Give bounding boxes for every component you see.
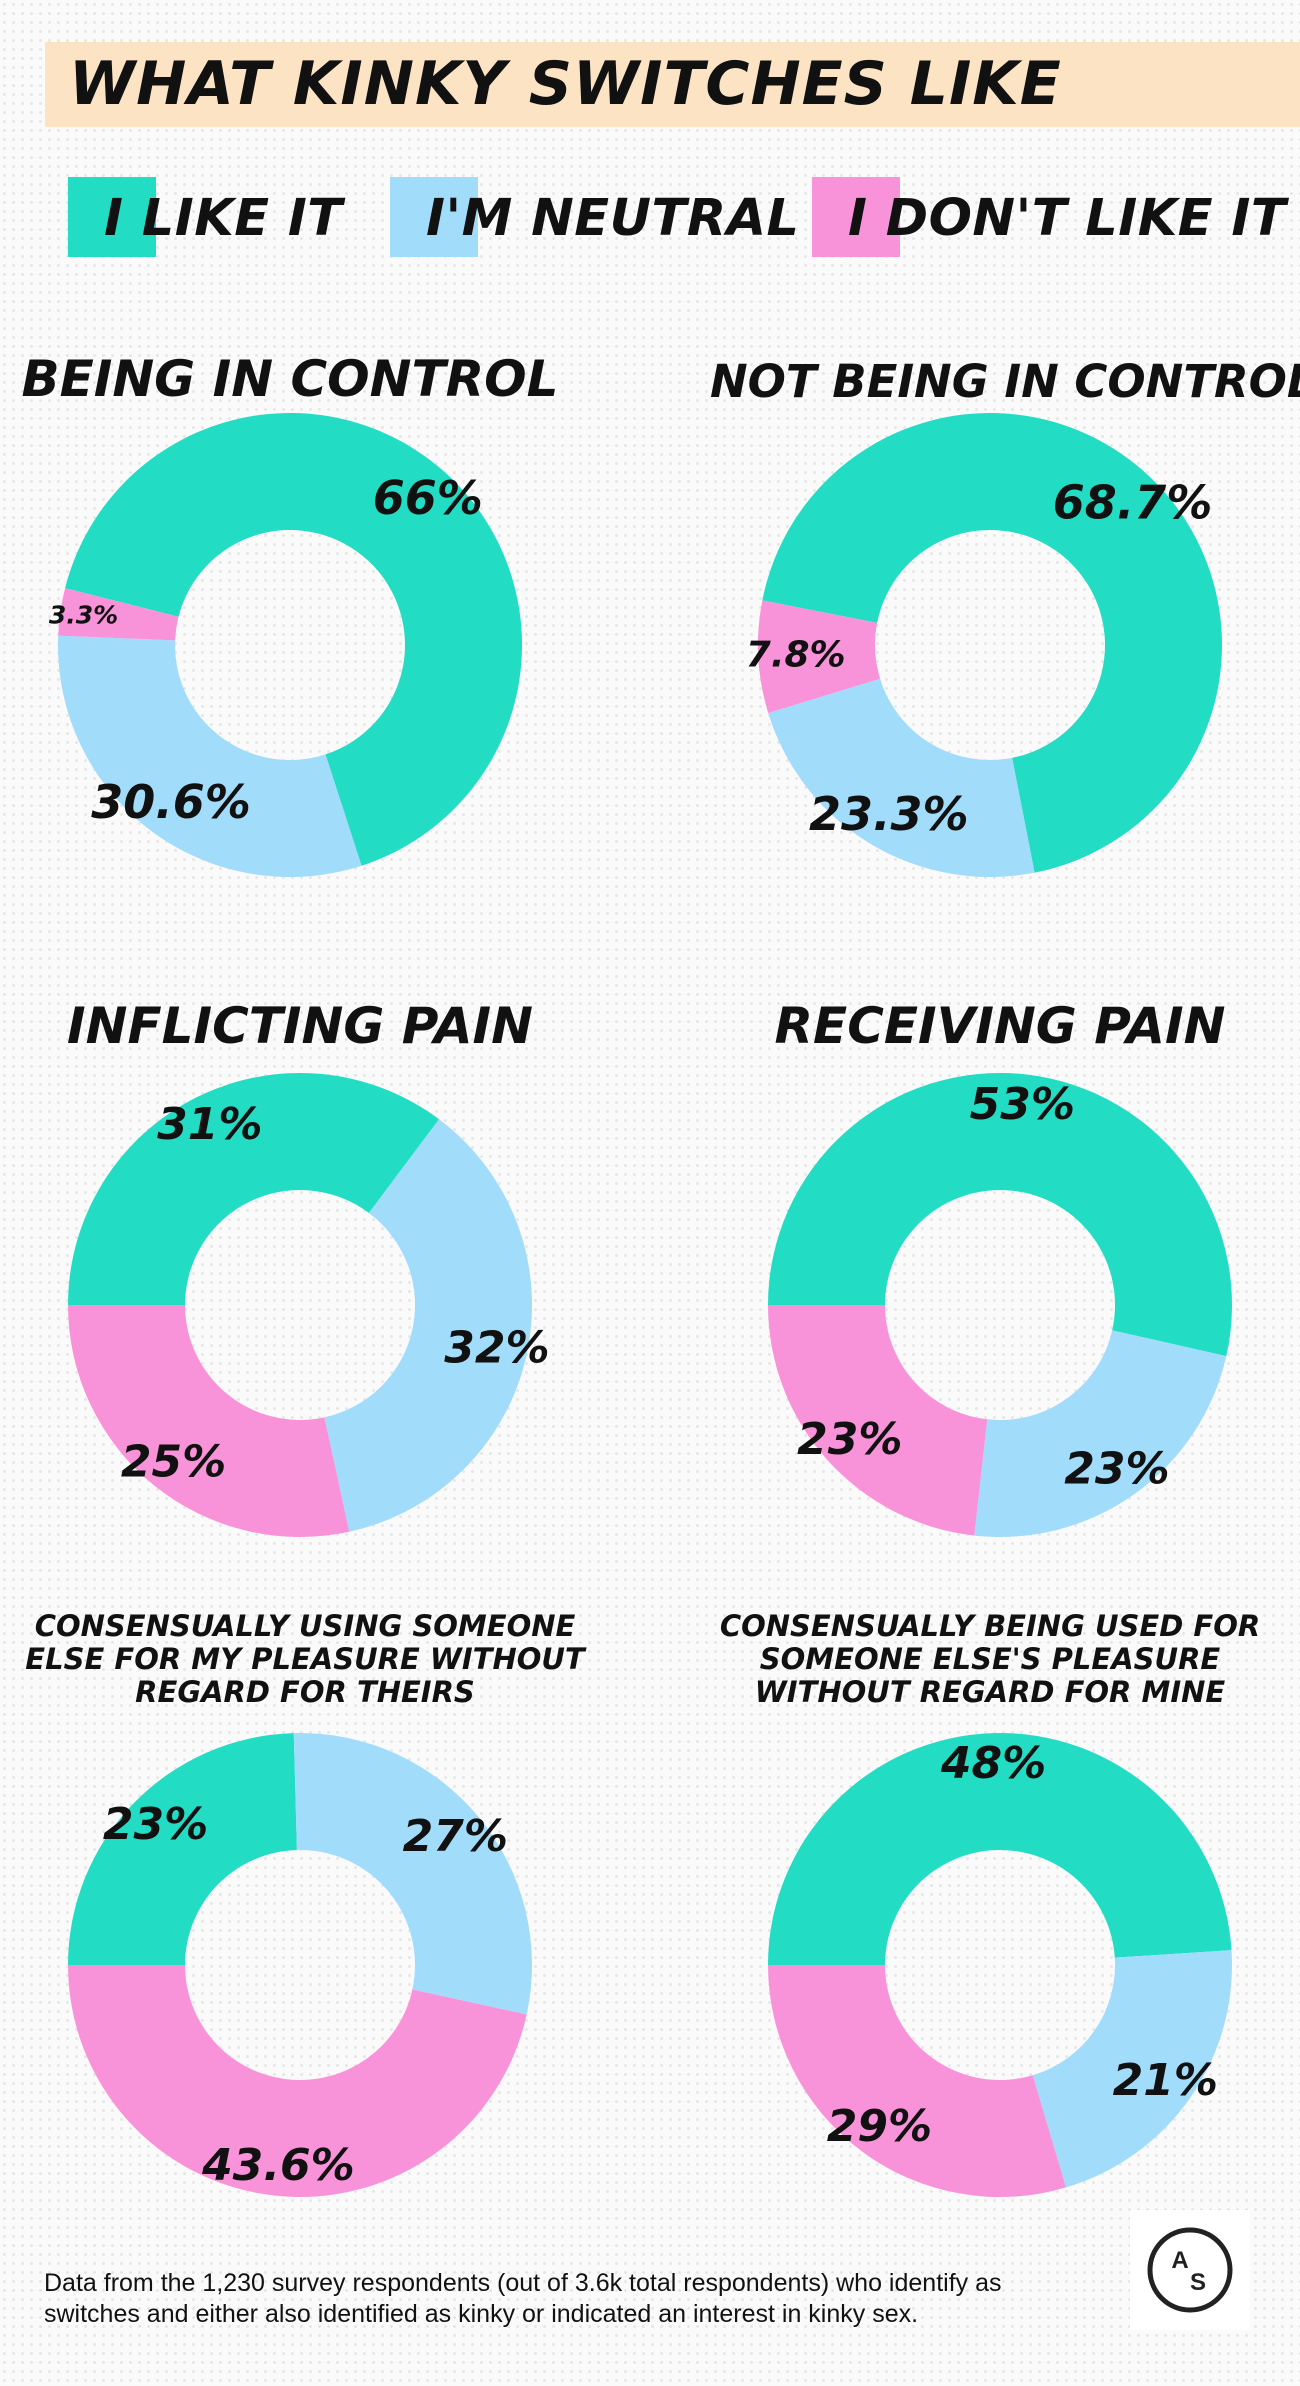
data-label-like: 31% <box>157 1099 262 1150</box>
chart-title-line: WITHOUT REGARD FOR MINE <box>754 1675 1226 1709</box>
data-label-neutral: 30.6% <box>91 775 251 829</box>
data-label-like: 66% <box>373 471 483 525</box>
logo-letter-s: S <box>1190 2269 1206 2296</box>
chart-title-being-in-control: BEING IN CONTROL <box>21 350 559 408</box>
chart-title-inflicting-pain: INFLICTING PAIN <box>67 997 533 1055</box>
donut-slice-dislike <box>68 1305 350 1538</box>
data-label-dislike: 29% <box>827 2101 932 2152</box>
chart-title-receiving-pain: RECEIVING PAIN <box>774 997 1226 1055</box>
data-label-neutral: 23% <box>1064 1444 1169 1495</box>
donut-slice-neutral <box>768 678 1035 877</box>
chart-title-line: REGARD FOR THEIRS <box>135 1675 475 1709</box>
chart-title-not-being-in-control: NOT BEING IN CONTROL <box>710 355 1300 408</box>
donut-slice-neutral <box>1032 1950 1232 2188</box>
chart-title-line: CONSENSUALLY USING SOMEONE <box>34 1609 576 1643</box>
data-label-dislike: 43.6% <box>201 2140 355 2191</box>
donut-slice-like <box>768 1073 1232 1357</box>
donut-slice-neutral <box>58 635 362 877</box>
data-label-like: 68.7% <box>1053 475 1213 529</box>
donut-slice-neutral <box>293 1733 532 2015</box>
donut-slice-dislike <box>68 1965 527 2197</box>
legend-swatch-neutral <box>390 177 478 257</box>
legend-label-dislike: I DON'T LIKE IT <box>848 189 1287 248</box>
donut-slice-dislike <box>768 1965 1067 2197</box>
data-label-dislike: 23% <box>797 1414 902 1465</box>
data-label-dislike: 7.8% <box>746 635 846 676</box>
legend-label-neutral: I'M NEUTRAL <box>426 189 800 248</box>
donut-slice-like <box>68 1073 440 1305</box>
chart-title-line: SOMEONE ELSE'S PLEASURE <box>759 1642 1221 1676</box>
data-label-neutral: 23.3% <box>809 787 969 841</box>
data-label-neutral: 21% <box>1113 2055 1218 2106</box>
legend-swatch-dislike <box>812 177 900 257</box>
logo-letter-a: A <box>1171 2247 1188 2274</box>
footnote: Data from the 1,230 survey respondents (… <box>44 2269 1002 2328</box>
page-title: WHAT KINKY SWITCHES LIKE <box>69 49 1062 119</box>
chart-title-line: ELSE FOR MY PLEASURE WITHOUT <box>25 1642 585 1676</box>
donut-slice-like <box>68 1733 297 1965</box>
donut-slice-like <box>762 412 1222 873</box>
donut-slice-neutral <box>974 1330 1227 1537</box>
legend-swatch-like <box>68 177 156 257</box>
donut-slice-dislike <box>768 1305 988 1536</box>
title-banner: WHAT KINKY SWITCHES LIKE <box>45 42 1300 127</box>
data-label-dislike: 25% <box>121 1436 226 1487</box>
data-label-like: 53% <box>970 1079 1075 1130</box>
chart-title-line: CONSENSUALLY BEING USED FOR <box>719 1609 1261 1643</box>
donut-slice-dislike <box>58 588 179 641</box>
chart-title-being-used: CONSENSUALLY BEING USED FOR SOMEONE ELSE… <box>695 1610 1285 1709</box>
chart-title-using-someone: CONSENSUALLY USING SOMEONE ELSE FOR MY P… <box>10 1610 600 1709</box>
legend-label-like: I LIKE IT <box>104 189 343 248</box>
autostraddle-logo-icon: A S <box>1147 2227 1233 2313</box>
data-label-dislike: 3.3% <box>49 601 118 630</box>
donut-slice-like <box>65 412 522 866</box>
data-label-neutral: 27% <box>403 1811 508 1862</box>
data-label-neutral: 32% <box>444 1322 549 1373</box>
data-label-like: 23% <box>103 1799 208 1850</box>
donut-slice-neutral <box>324 1119 533 1532</box>
donut-slice-dislike <box>758 600 881 713</box>
logo: A S <box>1130 2210 1250 2330</box>
data-label-like: 48% <box>940 1738 1046 1789</box>
donut-slice-like <box>768 1733 1232 1965</box>
